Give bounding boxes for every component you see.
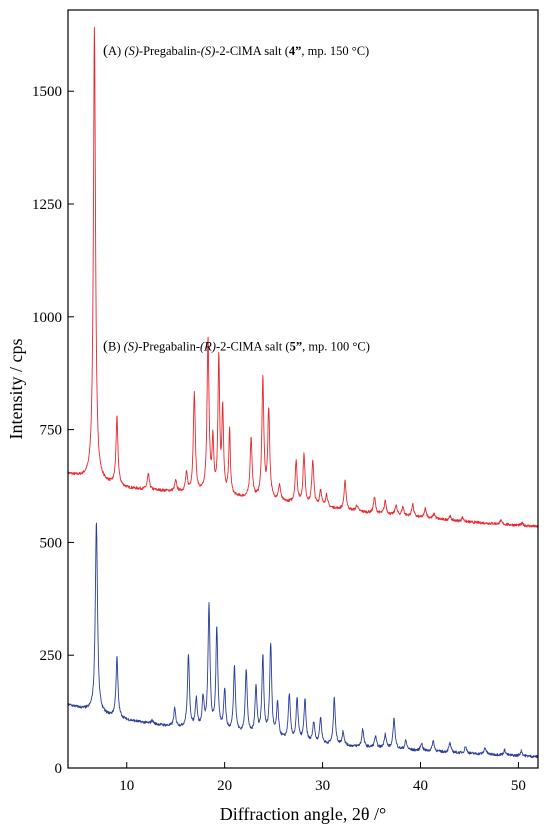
x-tick-label: 10 [119, 778, 134, 794]
y-tick-label: 1500 [32, 84, 62, 100]
series-layer [67, 26, 539, 759]
annotation-a: (A) (S)-Pregabalin-(S)-2-ClMA salt (4”, … [103, 43, 369, 59]
series-line-0 [67, 26, 539, 528]
x-tick-label: 30 [315, 778, 330, 794]
plot-frame [67, 9, 539, 769]
x-axis-title: Diffraction angle, 2θ /° [220, 804, 386, 824]
x-tick-label: 50 [511, 778, 526, 794]
x-tick-label: 40 [413, 778, 428, 794]
x-tick-label: 20 [217, 778, 232, 794]
series-line-1 [67, 522, 539, 759]
y-tick-label: 750 [40, 423, 63, 439]
annotation-b: (B) (S)-Pregabalin-(R)-2-ClMA salt (5”, … [103, 339, 370, 355]
y-axis-title: Intensity / cps [6, 339, 26, 440]
y-tick-label: 1250 [32, 197, 62, 213]
series-0 [67, 26, 539, 528]
y-tick-label: 0 [55, 761, 63, 777]
annotation-layer: (A) (S)-Pregabalin-(S)-2-ClMA salt (4”, … [103, 43, 370, 355]
y-tick-label: 1000 [32, 310, 62, 326]
y-tick-label: 250 [40, 648, 63, 664]
y-tick-label: 500 [40, 535, 63, 551]
series-1 [67, 522, 539, 759]
